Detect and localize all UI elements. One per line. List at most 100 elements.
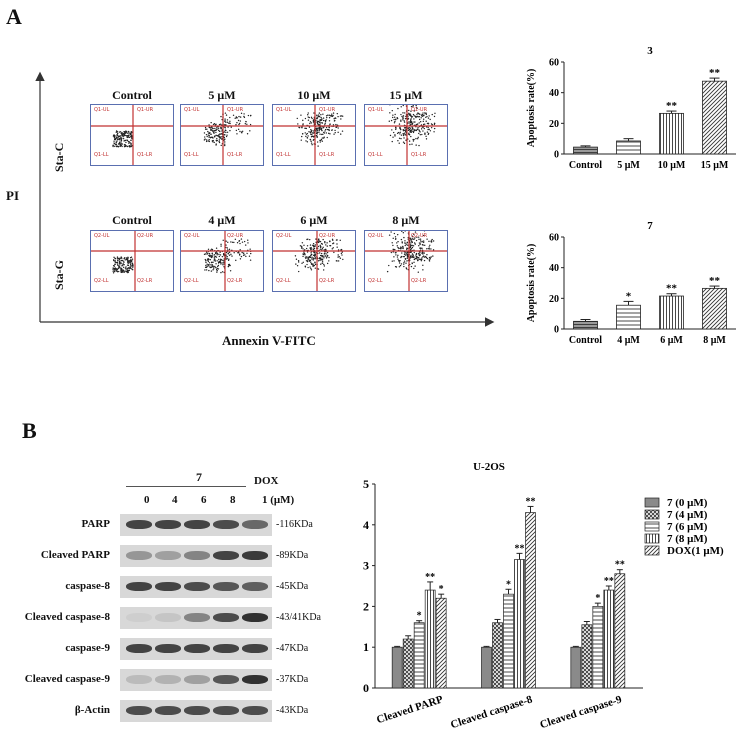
- flow-event-dot: [306, 137, 309, 139]
- flow-event-dot: [298, 270, 300, 273]
- flow-event-dot: [317, 127, 319, 130]
- flow-event-dot: [208, 140, 211, 143]
- flow-event-dot: [422, 123, 425, 126]
- flow-event-dot: [119, 262, 122, 264]
- flow-event-dot: [312, 264, 314, 266]
- blot-band: [242, 520, 268, 529]
- flow-event-dot: [411, 253, 414, 255]
- quadrant-label: Q2-LR: [319, 278, 335, 284]
- flow-event-dot: [225, 131, 227, 134]
- blot-lane-label: 1 (μM): [262, 494, 295, 506]
- flow-event-dot: [220, 263, 222, 265]
- flow-event-dot: [333, 118, 335, 120]
- flow-event-dot: [217, 265, 219, 268]
- flow-event-dot: [221, 271, 224, 273]
- flow-event-dot: [318, 112, 321, 114]
- flow-event-dot: [411, 246, 414, 249]
- flow-event-dot: [415, 116, 417, 119]
- flow-event-dot: [228, 258, 230, 260]
- flow-event-dot: [305, 260, 308, 262]
- flow-event-dot: [410, 254, 412, 257]
- flow-event-dot: [326, 242, 328, 244]
- flow-event-dot: [128, 145, 130, 148]
- y-axis-label: Apoptosis rate(%): [526, 69, 537, 148]
- flow-event-dot: [310, 248, 312, 251]
- flow-event-dot: [306, 245, 309, 247]
- flow-event-dot: [412, 113, 415, 116]
- flow-event-dot: [235, 123, 237, 126]
- blot-kda-label: -45KDa: [276, 581, 309, 592]
- flow-event-dot: [331, 248, 333, 250]
- flow-event-dot: [315, 134, 318, 137]
- flow-event-dot: [408, 132, 410, 134]
- blot-lane-label: 8: [230, 494, 236, 506]
- flow-event-dot: [214, 135, 216, 137]
- flow-event-dot: [229, 270, 232, 272]
- flow-event-dot: [248, 255, 251, 257]
- significance-mark: *: [506, 579, 511, 590]
- flow-event-dot: [428, 240, 430, 243]
- flow-event-dot: [422, 241, 425, 244]
- flow-event-dot: [124, 267, 127, 269]
- legend-swatch: [644, 533, 660, 544]
- blot-band: [126, 675, 152, 684]
- flow-event-dot: [224, 120, 226, 123]
- flow-event-dot: [112, 259, 115, 261]
- flow-event-dot: [412, 140, 415, 142]
- flow-event-dot: [420, 124, 423, 126]
- flow-event-dot: [420, 260, 423, 262]
- significance-mark: **: [615, 560, 625, 571]
- flow-event-dot: [422, 130, 424, 132]
- blot-band: [184, 613, 210, 622]
- flow-event-dot: [238, 123, 240, 126]
- flow-event-dot: [239, 242, 241, 245]
- pi-axis-label: PI: [6, 188, 19, 203]
- flow-condition-label: 10 μM: [297, 88, 331, 102]
- flow-event-dot: [314, 253, 316, 255]
- flow-event-dot: [214, 260, 216, 262]
- flow-event-dot: [400, 134, 403, 136]
- flow-event-dot: [430, 256, 432, 258]
- flow-event-dot: [231, 255, 233, 257]
- flow-event-dot: [400, 113, 402, 116]
- flow-event-dot: [412, 105, 414, 107]
- flow-event-dot: [210, 261, 213, 263]
- flow-event-dot: [224, 138, 226, 140]
- flow-event-dot: [305, 140, 307, 142]
- flow-event-dot: [328, 120, 331, 122]
- flow-event-dot: [215, 123, 217, 125]
- flow-event-dot: [340, 115, 343, 117]
- flow-event-dot: [119, 264, 121, 266]
- flow-event-dot: [112, 267, 114, 269]
- flow-event-dot: [210, 129, 212, 131]
- flow-event-dot: [131, 264, 134, 267]
- flow-event-dot: [220, 127, 223, 129]
- legend-label: DOX(1 μM): [667, 545, 724, 557]
- flow-event-dot: [309, 259, 312, 262]
- flow-event-dot: [305, 257, 307, 260]
- flow-event-dot: [129, 263, 132, 266]
- flow-event-dot: [302, 123, 304, 125]
- flow-event-dot: [206, 253, 208, 255]
- flow-event-dot: [212, 123, 215, 126]
- flow-event-dot: [410, 118, 412, 120]
- flow-event-dot: [120, 138, 122, 140]
- flow-event-dot: [121, 131, 123, 134]
- flow-event-dot: [227, 122, 230, 124]
- flow-event-dot: [428, 246, 430, 248]
- flow-event-dot: [412, 245, 415, 247]
- flow-event-dot: [412, 130, 415, 132]
- quadrant-label: Q1-LL: [276, 152, 291, 158]
- blot-strip: [120, 700, 272, 722]
- flow-event-dot: [424, 255, 427, 258]
- flow-event-dot: [321, 256, 323, 258]
- y-tick-label: 60: [549, 233, 559, 244]
- flow-event-dot: [422, 114, 425, 117]
- flow-event-dot: [211, 256, 214, 258]
- flow-event-dot: [415, 257, 418, 259]
- flow-event-dot: [205, 133, 208, 136]
- flow-event-dot: [394, 265, 397, 268]
- flow-event-dot: [217, 127, 220, 129]
- flow-event-dot: [402, 255, 404, 258]
- flow-event-dot: [410, 123, 412, 125]
